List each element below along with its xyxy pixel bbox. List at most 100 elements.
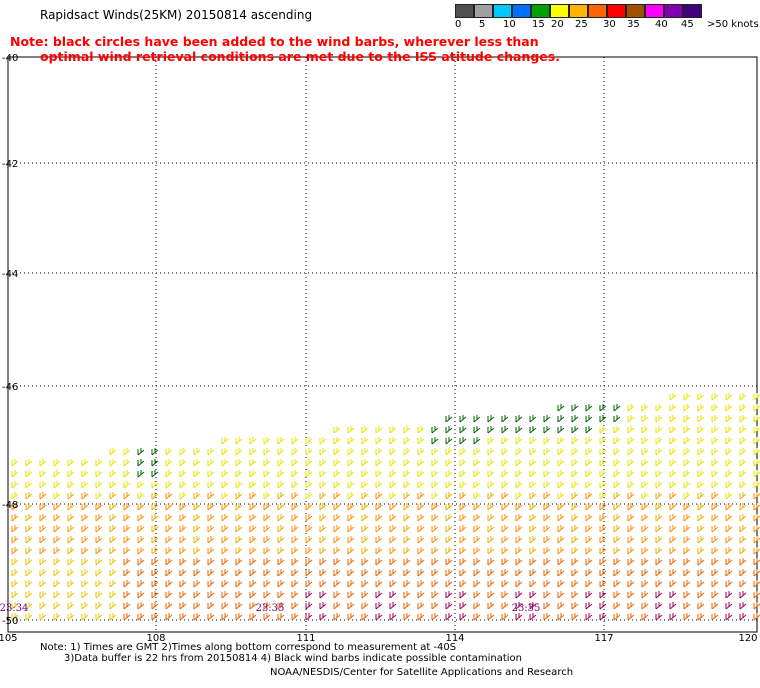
wind-barb — [641, 459, 649, 467]
wind-barb — [613, 547, 621, 555]
legend-swatch — [569, 4, 588, 18]
wind-barb — [193, 470, 201, 478]
wind-barb — [529, 558, 537, 566]
wind-barb — [81, 547, 89, 555]
wind-barb — [585, 536, 593, 544]
wind-barb — [207, 503, 215, 511]
wind-barb — [11, 459, 19, 467]
wind-barb — [207, 536, 215, 544]
time-label: 23:35 — [256, 603, 285, 614]
wind-barb — [403, 437, 411, 445]
wind-barb — [487, 591, 495, 599]
wind-barb — [53, 481, 61, 489]
wind-barb — [291, 569, 299, 577]
contamination-note: Note: black circles have been added to t… — [10, 34, 610, 64]
wind-barb — [669, 448, 677, 456]
wind-barb — [109, 503, 117, 511]
wind-barb — [473, 613, 481, 621]
wind-barb — [207, 459, 215, 467]
wind-barb — [697, 393, 705, 401]
wind-barb — [655, 492, 663, 500]
wind-barb — [445, 613, 453, 621]
wind-barb — [263, 481, 271, 489]
wind-barb — [459, 481, 467, 489]
wind-barb — [361, 459, 369, 467]
wind-barb — [25, 558, 33, 566]
wind-barb — [417, 470, 425, 478]
wind-barb — [193, 525, 201, 533]
wind-barb — [501, 448, 509, 456]
wind-barb — [613, 481, 621, 489]
wind-barb — [375, 481, 383, 489]
wind-barb — [53, 591, 61, 599]
wind-barb — [529, 514, 537, 522]
wind-barb — [613, 437, 621, 445]
wind-barb — [67, 602, 75, 610]
legend-swatch — [531, 4, 550, 18]
wind-barb — [81, 536, 89, 544]
wind-barb — [305, 602, 313, 610]
wind-barb — [473, 525, 481, 533]
wind-barb — [431, 481, 439, 489]
wind-barb — [417, 569, 425, 577]
wind-barb — [11, 547, 19, 555]
wind-barb — [613, 492, 621, 500]
wind-barb — [389, 492, 397, 500]
wind-barb — [501, 536, 509, 544]
wind-barb — [347, 426, 355, 434]
wind-barb — [389, 558, 397, 566]
wind-barb — [249, 536, 257, 544]
axis-labels: -40 -42 -44 -46 -48 -50 105 108 111 114 117 120 23:3… — [0, 53, 758, 644]
wind-barb — [11, 569, 19, 577]
wind-barb — [165, 470, 173, 478]
wind-barb — [235, 558, 243, 566]
wind-barb — [417, 481, 425, 489]
wind-barb — [445, 492, 453, 500]
wind-barb — [249, 525, 257, 533]
legend-label: 15 — [532, 19, 545, 30]
wind-barb — [445, 591, 453, 599]
wind-barb — [543, 613, 551, 621]
wind-barb — [319, 558, 327, 566]
wind-barb — [67, 492, 75, 500]
wind-barb — [725, 404, 733, 412]
wind-barb — [725, 547, 733, 555]
wind-barb — [515, 514, 523, 522]
wind-barb — [711, 470, 719, 478]
wind-barb — [585, 525, 593, 533]
wind-barb — [431, 602, 439, 610]
wind-barb — [67, 481, 75, 489]
wind-barb — [361, 503, 369, 511]
wind-barb — [361, 591, 369, 599]
wind-barb — [571, 459, 579, 467]
wind-barb — [487, 503, 495, 511]
wind-barb — [305, 547, 313, 555]
wind-barb — [333, 459, 341, 467]
wind-barb — [11, 536, 19, 544]
wind-barb — [473, 547, 481, 555]
wind-barb — [249, 602, 257, 610]
wind-barb — [501, 547, 509, 555]
wind-barb — [753, 426, 760, 434]
wind-barb — [641, 580, 649, 588]
wind-barb — [305, 492, 313, 500]
wind-barb — [81, 525, 89, 533]
wind-barb — [137, 448, 145, 456]
wind-barb — [207, 492, 215, 500]
wind-barb — [193, 514, 201, 522]
wind-barb — [445, 569, 453, 577]
wind-barb — [445, 525, 453, 533]
wind-barb — [235, 448, 243, 456]
wind-barb — [95, 547, 103, 555]
wind-barb — [39, 558, 47, 566]
wind-barb — [613, 503, 621, 511]
wind-barb — [333, 580, 341, 588]
wind-barb — [67, 580, 75, 588]
wind-barb — [417, 437, 425, 445]
wind-barb — [711, 415, 719, 423]
wind-barb — [109, 492, 117, 500]
wind-barb — [599, 481, 607, 489]
wind-barb — [557, 503, 565, 511]
wind-barb — [501, 470, 509, 478]
wind-barb — [599, 613, 607, 621]
